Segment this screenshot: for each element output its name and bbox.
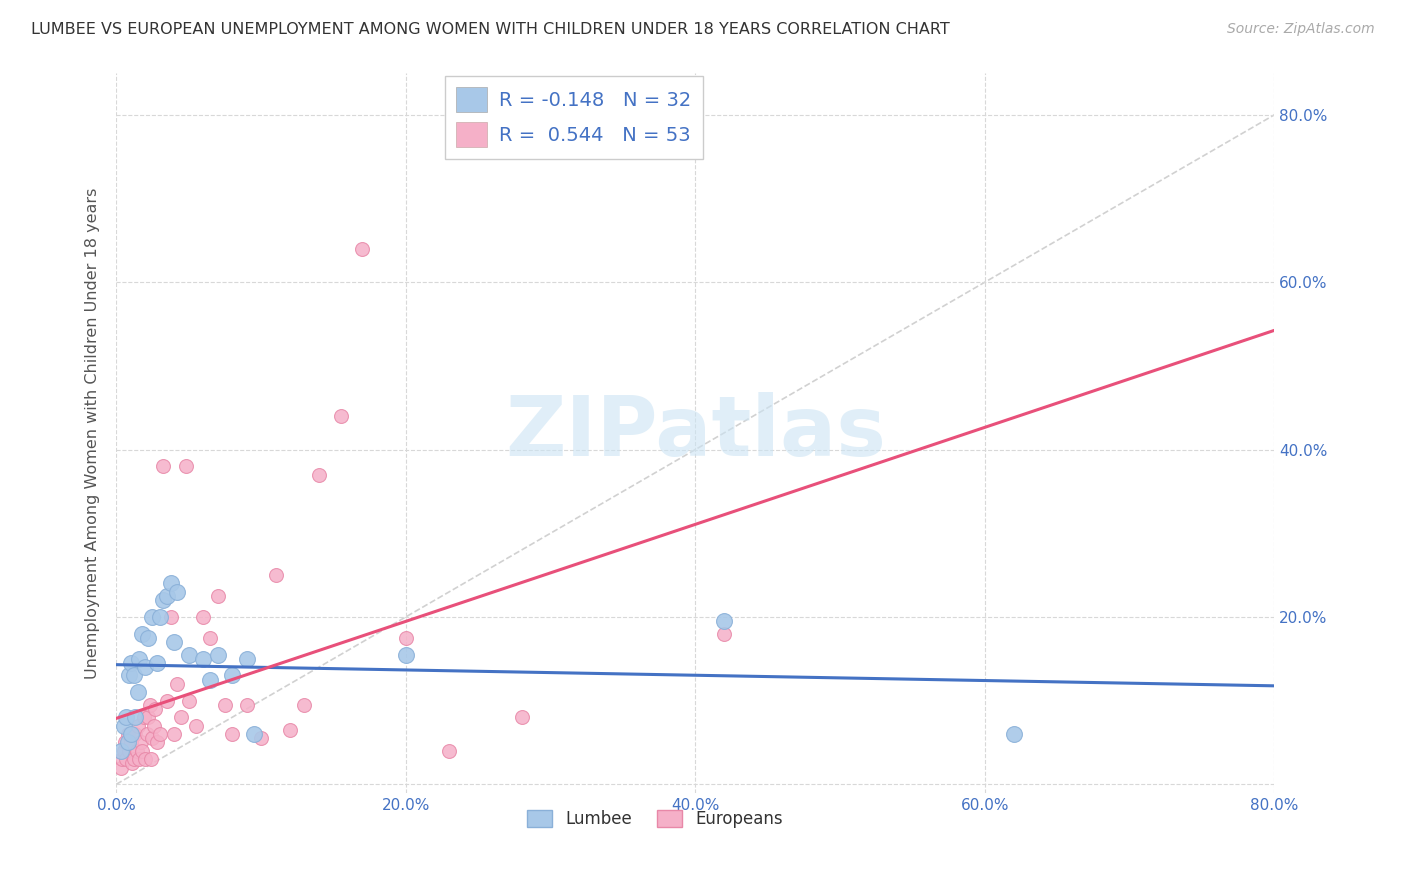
Point <box>184 719 207 733</box>
Point <box>112 719 135 733</box>
Point <box>160 576 183 591</box>
Point <box>177 693 200 707</box>
Point <box>221 668 243 682</box>
Point <box>352 242 374 256</box>
Point <box>125 744 148 758</box>
Point <box>134 752 156 766</box>
Point <box>207 648 229 662</box>
Point <box>713 614 735 628</box>
Point <box>120 656 142 670</box>
Point <box>152 593 174 607</box>
Point <box>510 710 533 724</box>
Point <box>713 626 735 640</box>
Point <box>163 635 186 649</box>
Point <box>156 693 179 707</box>
Point <box>294 698 316 712</box>
Point <box>243 727 266 741</box>
Point <box>122 668 145 682</box>
Point <box>177 648 200 662</box>
Point <box>235 698 257 712</box>
Point <box>110 744 132 758</box>
Point <box>142 719 165 733</box>
Point <box>146 735 169 749</box>
Point <box>118 744 141 758</box>
Point <box>395 648 418 662</box>
Point <box>149 610 172 624</box>
Point <box>439 744 461 758</box>
Point <box>131 744 153 758</box>
Point <box>112 744 135 758</box>
Point <box>118 668 141 682</box>
Point <box>191 652 214 666</box>
Point <box>120 735 142 749</box>
Point <box>160 610 183 624</box>
Point <box>110 760 132 774</box>
Point <box>235 652 257 666</box>
Point <box>136 631 159 645</box>
Point <box>124 710 146 724</box>
Point <box>143 702 166 716</box>
Point <box>221 727 243 741</box>
Point <box>136 710 159 724</box>
Point <box>191 610 214 624</box>
Point <box>131 626 153 640</box>
Point <box>395 631 418 645</box>
Point <box>163 727 186 741</box>
Point <box>129 735 152 749</box>
Y-axis label: Unemployment Among Women with Children Under 18 years: Unemployment Among Women with Children U… <box>86 187 100 679</box>
Point <box>166 584 188 599</box>
Point <box>166 677 188 691</box>
Point <box>111 752 134 766</box>
Point <box>128 652 150 666</box>
Point <box>329 409 352 423</box>
Point <box>200 631 222 645</box>
Point <box>141 610 163 624</box>
Point <box>121 756 143 771</box>
Point <box>114 735 136 749</box>
Point <box>138 698 160 712</box>
Point <box>139 752 162 766</box>
Text: Source: ZipAtlas.com: Source: ZipAtlas.com <box>1227 22 1375 37</box>
Legend: Lumbee, Europeans: Lumbee, Europeans <box>520 803 790 835</box>
Point <box>122 752 145 766</box>
Point <box>170 710 193 724</box>
Point <box>1002 727 1025 741</box>
Point <box>200 673 222 687</box>
Point <box>124 727 146 741</box>
Point <box>115 752 138 766</box>
Point <box>152 459 174 474</box>
Point <box>141 731 163 746</box>
Point <box>115 710 138 724</box>
Point <box>146 656 169 670</box>
Point <box>278 723 301 737</box>
Point <box>134 660 156 674</box>
Point <box>117 735 139 749</box>
Point <box>264 568 287 582</box>
Point <box>120 727 142 741</box>
Point <box>117 727 139 741</box>
Point <box>135 727 157 741</box>
Point <box>156 589 179 603</box>
Point <box>128 752 150 766</box>
Text: LUMBEE VS EUROPEAN UNEMPLOYMENT AMONG WOMEN WITH CHILDREN UNDER 18 YEARS CORRELA: LUMBEE VS EUROPEAN UNEMPLOYMENT AMONG WO… <box>31 22 949 37</box>
Point <box>174 459 197 474</box>
Point <box>149 727 172 741</box>
Point <box>214 698 236 712</box>
Point <box>308 467 330 482</box>
Point <box>127 685 149 699</box>
Text: ZIPatlas: ZIPatlas <box>505 392 886 474</box>
Point <box>132 710 155 724</box>
Point <box>207 589 229 603</box>
Point <box>127 719 149 733</box>
Point <box>250 731 273 746</box>
